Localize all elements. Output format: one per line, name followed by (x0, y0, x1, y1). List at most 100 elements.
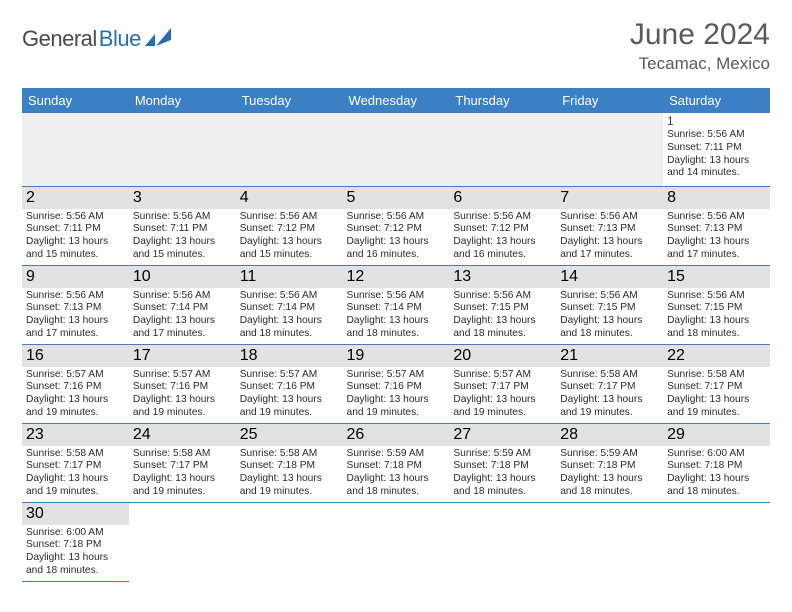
day-number: 19 (343, 345, 450, 367)
day-details: Sunrise: 5:57 AMSunset: 7:16 PMDaylight:… (347, 369, 446, 420)
calendar-cell: 25Sunrise: 5:58 AMSunset: 7:18 PMDayligh… (236, 423, 343, 502)
weekday-header: Wednesday (343, 88, 450, 113)
day-details: Sunrise: 5:56 AMSunset: 7:12 PMDaylight:… (347, 211, 446, 262)
calendar-cell: 12Sunrise: 5:56 AMSunset: 7:14 PMDayligh… (343, 265, 450, 344)
day-details: Sunrise: 5:57 AMSunset: 7:16 PMDaylight:… (133, 369, 232, 420)
calendar-cell: 13Sunrise: 5:56 AMSunset: 7:15 PMDayligh… (449, 265, 556, 344)
day-number: 24 (129, 424, 236, 446)
day-number: 6 (449, 187, 556, 209)
calendar-cell-blank (449, 502, 556, 581)
calendar-cell: 28Sunrise: 5:59 AMSunset: 7:18 PMDayligh… (556, 423, 663, 502)
flag-icon (145, 28, 171, 48)
calendar-cell-blank (556, 502, 663, 581)
weekday-header: Friday (556, 88, 663, 113)
calendar-cell: 7Sunrise: 5:56 AMSunset: 7:13 PMDaylight… (556, 186, 663, 265)
calendar-cell: 21Sunrise: 5:58 AMSunset: 7:17 PMDayligh… (556, 344, 663, 423)
day-details: Sunrise: 5:56 AMSunset: 7:15 PMDaylight:… (453, 290, 552, 341)
calendar-cell: 30Sunrise: 6:00 AMSunset: 7:18 PMDayligh… (22, 502, 129, 581)
day-details: Sunrise: 5:56 AMSunset: 7:11 PMDaylight:… (667, 129, 766, 180)
day-number: 29 (663, 424, 770, 446)
calendar-cell-blank (663, 502, 770, 581)
day-details: Sunrise: 5:56 AMSunset: 7:11 PMDaylight:… (26, 211, 125, 262)
day-details: Sunrise: 5:57 AMSunset: 7:17 PMDaylight:… (453, 369, 552, 420)
day-number: 14 (556, 266, 663, 288)
calendar-cell-blank (556, 113, 663, 186)
calendar-cell: 23Sunrise: 5:58 AMSunset: 7:17 PMDayligh… (22, 423, 129, 502)
day-details: Sunrise: 5:58 AMSunset: 7:17 PMDaylight:… (26, 448, 125, 499)
calendar-cell: 17Sunrise: 5:57 AMSunset: 7:16 PMDayligh… (129, 344, 236, 423)
day-details: Sunrise: 5:56 AMSunset: 7:14 PMDaylight:… (133, 290, 232, 341)
day-number: 20 (449, 345, 556, 367)
calendar-table: SundayMondayTuesdayWednesdayThursdayFrid… (22, 88, 770, 582)
day-details: Sunrise: 5:58 AMSunset: 7:18 PMDaylight:… (240, 448, 339, 499)
location: Tecamac, Mexico (630, 54, 770, 74)
weekday-header: Monday (129, 88, 236, 113)
calendar-cell-blank (236, 502, 343, 581)
day-details: Sunrise: 5:56 AMSunset: 7:11 PMDaylight:… (133, 211, 232, 262)
day-details: Sunrise: 6:00 AMSunset: 7:18 PMDaylight:… (667, 448, 766, 499)
day-number: 16 (22, 345, 129, 367)
weekday-header: Tuesday (236, 88, 343, 113)
calendar-cell: 16Sunrise: 5:57 AMSunset: 7:16 PMDayligh… (22, 344, 129, 423)
calendar-cell-blank (343, 113, 450, 186)
day-number: 1 (667, 116, 766, 128)
day-details: Sunrise: 5:57 AMSunset: 7:16 PMDaylight:… (240, 369, 339, 420)
calendar-cell: 20Sunrise: 5:57 AMSunset: 7:17 PMDayligh… (449, 344, 556, 423)
calendar-cell: 14Sunrise: 5:56 AMSunset: 7:15 PMDayligh… (556, 265, 663, 344)
day-number: 10 (129, 266, 236, 288)
calendar-cell: 2Sunrise: 5:56 AMSunset: 7:11 PMDaylight… (22, 186, 129, 265)
calendar-cell: 24Sunrise: 5:58 AMSunset: 7:17 PMDayligh… (129, 423, 236, 502)
day-number: 18 (236, 345, 343, 367)
brand-sub: Blue (99, 26, 141, 52)
day-details: Sunrise: 5:56 AMSunset: 7:15 PMDaylight:… (667, 290, 766, 341)
calendar-cell-blank (236, 113, 343, 186)
day-number: 8 (663, 187, 770, 209)
day-number: 9 (22, 266, 129, 288)
calendar-cell: 4Sunrise: 5:56 AMSunset: 7:12 PMDaylight… (236, 186, 343, 265)
day-details: Sunrise: 5:57 AMSunset: 7:16 PMDaylight:… (26, 369, 125, 420)
weekday-header: Saturday (663, 88, 770, 113)
day-details: Sunrise: 5:56 AMSunset: 7:13 PMDaylight:… (26, 290, 125, 341)
calendar-cell: 26Sunrise: 5:59 AMSunset: 7:18 PMDayligh… (343, 423, 450, 502)
day-details: Sunrise: 5:56 AMSunset: 7:15 PMDaylight:… (560, 290, 659, 341)
day-details: Sunrise: 5:56 AMSunset: 7:13 PMDaylight:… (560, 211, 659, 262)
day-details: Sunrise: 6:00 AMSunset: 7:18 PMDaylight:… (26, 527, 125, 578)
calendar-cell: 10Sunrise: 5:56 AMSunset: 7:14 PMDayligh… (129, 265, 236, 344)
day-number: 22 (663, 345, 770, 367)
calendar-cell: 9Sunrise: 5:56 AMSunset: 7:13 PMDaylight… (22, 265, 129, 344)
calendar-cell-blank (129, 502, 236, 581)
day-details: Sunrise: 5:58 AMSunset: 7:17 PMDaylight:… (667, 369, 766, 420)
day-number: 15 (663, 266, 770, 288)
day-details: Sunrise: 5:56 AMSunset: 7:13 PMDaylight:… (667, 211, 766, 262)
day-number: 5 (343, 187, 450, 209)
calendar-cell: 6Sunrise: 5:56 AMSunset: 7:12 PMDaylight… (449, 186, 556, 265)
calendar-cell: 11Sunrise: 5:56 AMSunset: 7:14 PMDayligh… (236, 265, 343, 344)
day-details: Sunrise: 5:59 AMSunset: 7:18 PMDaylight:… (347, 448, 446, 499)
day-number: 17 (129, 345, 236, 367)
calendar-cell-blank (449, 113, 556, 186)
day-number: 3 (129, 187, 236, 209)
calendar-cell: 3Sunrise: 5:56 AMSunset: 7:11 PMDaylight… (129, 186, 236, 265)
calendar-body: 1Sunrise: 5:56 AMSunset: 7:11 PMDaylight… (22, 113, 770, 581)
calendar-cell-blank (129, 113, 236, 186)
day-details: Sunrise: 5:59 AMSunset: 7:18 PMDaylight:… (453, 448, 552, 499)
weekday-header: Thursday (449, 88, 556, 113)
day-number: 11 (236, 266, 343, 288)
day-number: 26 (343, 424, 450, 446)
page: GeneralBlue June 2024 Tecamac, Mexico Su… (0, 0, 792, 600)
calendar-header: SundayMondayTuesdayWednesdayThursdayFrid… (22, 88, 770, 113)
weekday-header: Sunday (22, 88, 129, 113)
month-title: June 2024 (630, 18, 770, 52)
day-number: 4 (236, 187, 343, 209)
day-number: 25 (236, 424, 343, 446)
brand-logo: GeneralBlue (22, 18, 171, 52)
calendar-cell: 5Sunrise: 5:56 AMSunset: 7:12 PMDaylight… (343, 186, 450, 265)
day-number: 30 (22, 503, 129, 525)
calendar-cell: 8Sunrise: 5:56 AMSunset: 7:13 PMDaylight… (663, 186, 770, 265)
calendar-cell: 29Sunrise: 6:00 AMSunset: 7:18 PMDayligh… (663, 423, 770, 502)
calendar-cell: 19Sunrise: 5:57 AMSunset: 7:16 PMDayligh… (343, 344, 450, 423)
calendar-cell: 22Sunrise: 5:58 AMSunset: 7:17 PMDayligh… (663, 344, 770, 423)
day-details: Sunrise: 5:56 AMSunset: 7:14 PMDaylight:… (347, 290, 446, 341)
day-number: 13 (449, 266, 556, 288)
title-block: June 2024 Tecamac, Mexico (630, 18, 770, 74)
